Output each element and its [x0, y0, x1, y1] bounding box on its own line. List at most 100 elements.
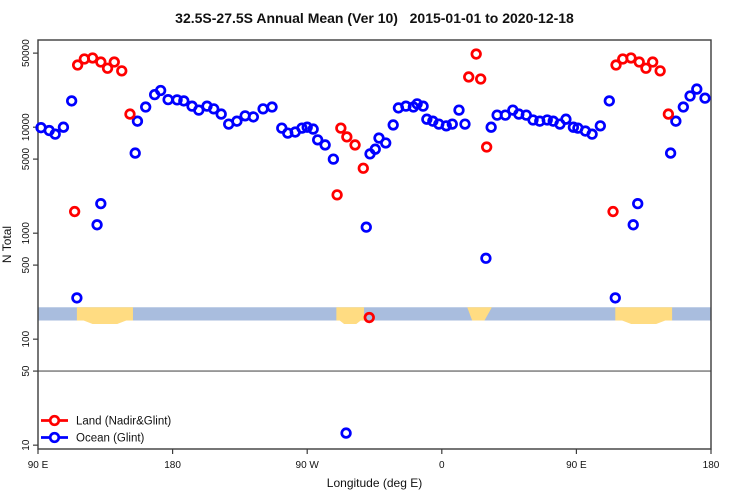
- x-axis-label: Longitude (deg E): [327, 476, 422, 490]
- data-point-ocean: [154, 84, 167, 97]
- data-point-ocean: [307, 123, 319, 135]
- data-point-ocean: [131, 115, 144, 127]
- x-tick-label: 0: [439, 460, 445, 471]
- data-point-ocean: [527, 114, 539, 126]
- data-point-ocean: [162, 93, 174, 106]
- data-point-ocean: [140, 101, 152, 113]
- data-point-land: [68, 205, 81, 218]
- data-point-ocean: [171, 94, 183, 106]
- data-point-ocean: [65, 95, 78, 107]
- data-point-land: [116, 65, 128, 77]
- data-point-ocean: [594, 120, 606, 132]
- data-point-ocean: [49, 128, 61, 140]
- data-point-land: [610, 59, 622, 71]
- data-point-ocean: [499, 109, 512, 121]
- legend-marker-land-icon: [48, 414, 61, 427]
- data-point-land: [71, 59, 84, 71]
- data-point-land: [463, 71, 475, 83]
- data-point-land: [108, 56, 120, 68]
- data-point-ocean: [603, 95, 615, 107]
- data-point-land: [470, 48, 482, 60]
- data-point-ocean: [387, 119, 399, 131]
- data-point-land: [481, 141, 493, 153]
- data-point-land: [101, 62, 114, 74]
- x-tick-label: 90 W: [296, 460, 320, 471]
- data-point-ocean: [699, 92, 711, 104]
- x-tick-label: 90 E: [28, 460, 49, 471]
- data-point-ocean: [480, 252, 492, 264]
- legend-marker-ocean-icon: [48, 431, 61, 444]
- data-point-ocean: [440, 120, 452, 132]
- y-tick-label: 50: [21, 365, 32, 377]
- data-point-land: [662, 108, 675, 120]
- data-point-land: [335, 122, 347, 134]
- data-point-ocean: [301, 121, 313, 133]
- data-point-ocean: [129, 147, 141, 159]
- data-point-ocean: [417, 100, 429, 112]
- data-point-land: [475, 73, 487, 85]
- data-point-ocean: [421, 113, 433, 125]
- x-tick-label: 180: [703, 460, 720, 471]
- yellow-patch: [336, 307, 365, 321]
- data-point-ocean: [632, 197, 644, 210]
- data-point-ocean: [296, 122, 308, 134]
- data-point-land: [95, 56, 107, 68]
- data-point-ocean: [691, 83, 703, 95]
- data-point-land: [331, 189, 343, 201]
- data-point-ocean: [257, 103, 269, 115]
- data-point-land: [124, 108, 136, 120]
- y-tick-label: 10000: [21, 113, 32, 141]
- data-point-ocean: [91, 219, 103, 231]
- data-point-land: [363, 311, 375, 324]
- data-point-ocean: [411, 98, 423, 110]
- legend-label-land: Land (Nadir&Glint): [76, 416, 171, 428]
- yellow-patch-bump: [622, 320, 666, 325]
- data-point-land: [607, 205, 619, 218]
- data-point-ocean: [215, 108, 227, 120]
- data-point-ocean: [609, 292, 621, 304]
- data-point-land: [647, 56, 659, 68]
- data-point-land: [633, 56, 645, 68]
- y-tick-label: 500: [21, 256, 32, 273]
- data-point-ocean: [340, 427, 352, 439]
- yellow-patch: [615, 307, 673, 321]
- plot-area-border: [37, 39, 712, 450]
- data-point-ocean: [360, 221, 372, 233]
- data-point-ocean: [485, 121, 497, 133]
- data-point-ocean: [380, 137, 392, 149]
- data-point-ocean: [71, 292, 83, 304]
- data-point-ocean: [208, 103, 220, 115]
- chart-title: 32.5S-27.5S Annual Mean (Ver 10) 2015-01…: [175, 10, 574, 26]
- data-point-land: [357, 162, 369, 174]
- data-point-ocean: [627, 219, 639, 231]
- data-point-ocean: [266, 101, 278, 113]
- yellow-patch: [76, 307, 133, 321]
- data-point-ocean: [319, 139, 331, 151]
- y-tick-label: 5000: [21, 148, 32, 171]
- y-tick-label: 1000: [21, 222, 32, 245]
- data-point-ocean: [178, 95, 190, 107]
- data-point-land: [654, 65, 666, 77]
- data-point-ocean: [541, 114, 553, 126]
- latitude-band: [38, 307, 711, 321]
- data-point-ocean: [95, 197, 107, 210]
- data-point-ocean: [312, 134, 324, 146]
- data-point-land: [640, 62, 652, 74]
- data-point-land: [349, 139, 361, 151]
- data-point-ocean: [677, 101, 689, 113]
- data-point-ocean: [369, 143, 381, 155]
- y-tick-label: 10: [21, 439, 32, 451]
- y-tick-label: 100: [21, 330, 32, 347]
- data-point-ocean: [684, 90, 696, 102]
- legend-label-ocean: Ocean (Glint): [76, 433, 145, 445]
- data-point-ocean: [446, 118, 458, 130]
- data-point-ocean: [664, 147, 677, 159]
- y-tick-label: 50000: [21, 39, 32, 67]
- data-point-ocean: [586, 128, 598, 140]
- data-point-ocean: [231, 115, 243, 127]
- data-point-ocean: [327, 153, 340, 165]
- yellow-patch-bump: [83, 320, 127, 325]
- x-tick-label: 180: [164, 460, 181, 471]
- data-point-ocean: [670, 115, 682, 127]
